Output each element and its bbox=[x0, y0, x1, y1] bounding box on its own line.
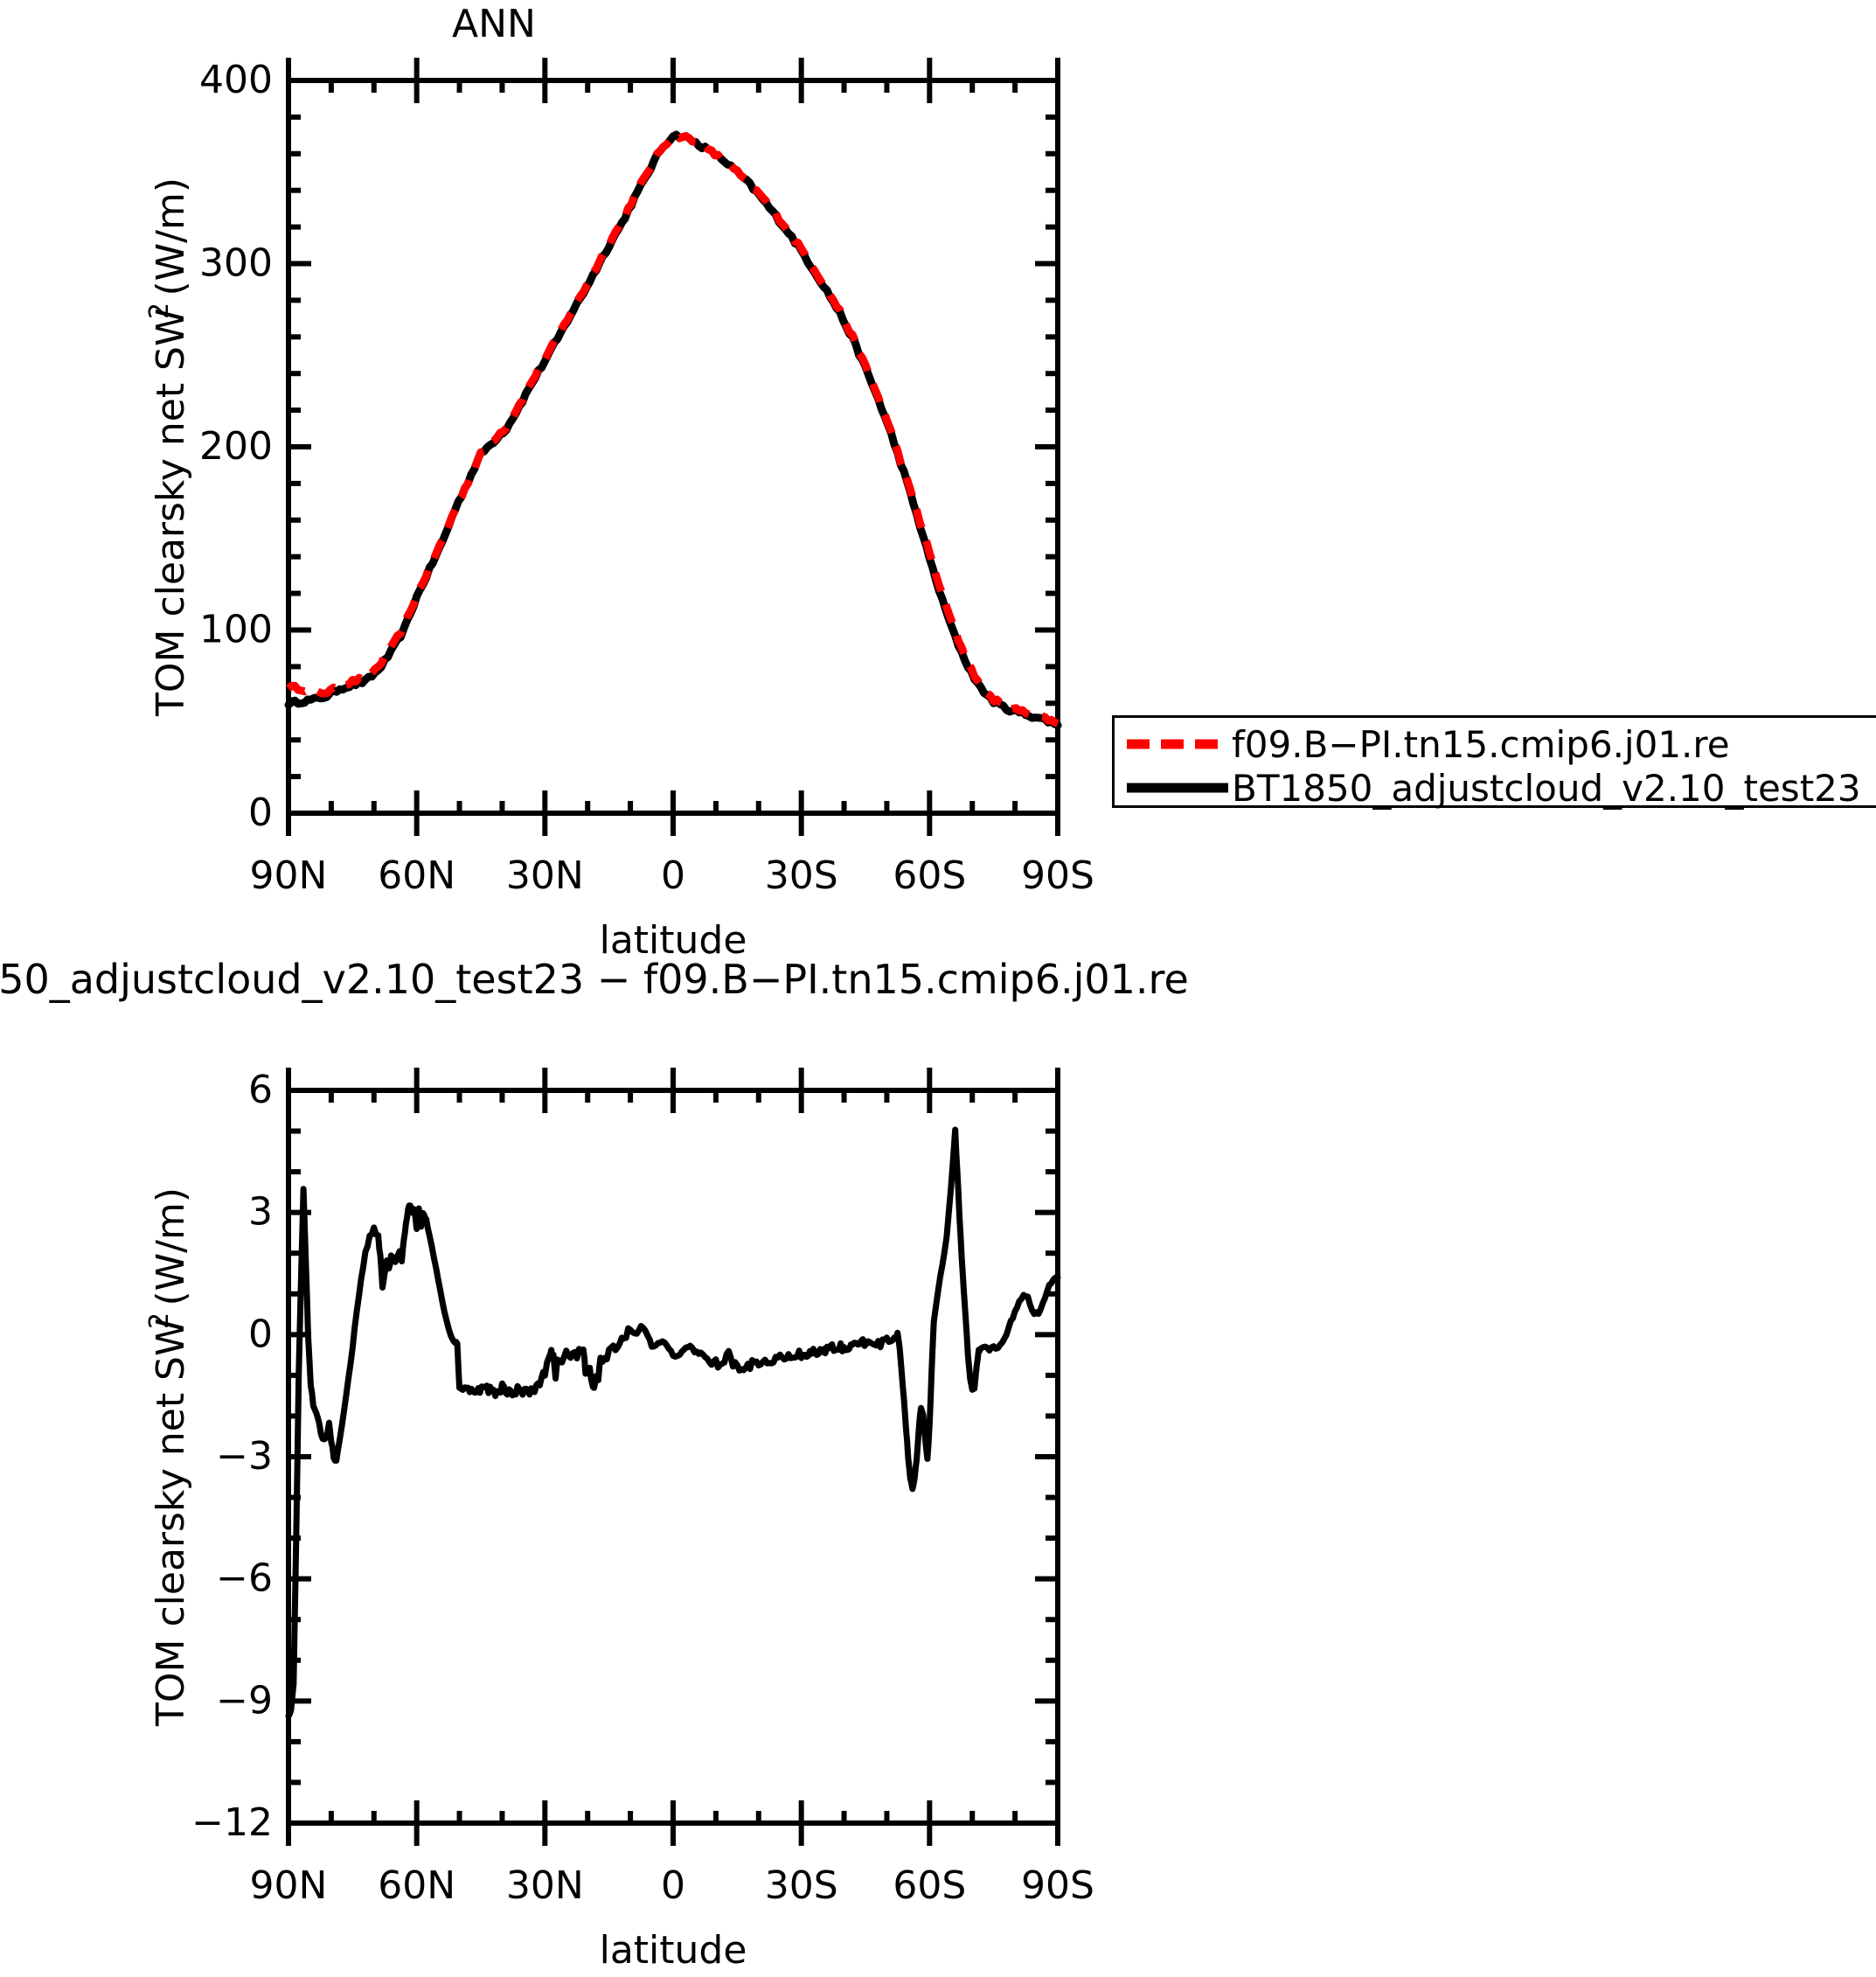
top-chart-title-wrap: ANN bbox=[0, 2, 988, 46]
series-line-difference bbox=[285, 1126, 1061, 1720]
x-tick-label: 90N bbox=[250, 1863, 328, 1908]
legend-swatch-solid-black bbox=[1127, 783, 1228, 793]
bottom-chart-title-clip: BT1850_adjustcloud_v2.10_test23 − f09.B−… bbox=[0, 956, 1504, 1010]
x-tick-label: 30N bbox=[506, 853, 584, 898]
legend-item-test[interactable]: BT1850_adjustcloud_v2.10_test23 bbox=[1125, 766, 1861, 810]
y-tick-label: −9 bbox=[216, 1678, 273, 1723]
y-axis-label: TOM clearsky net SW (W/m) bbox=[149, 178, 193, 717]
legend-label-test: BT1850_adjustcloud_v2.10_test23 bbox=[1232, 766, 1861, 810]
x-tick-label: 0 bbox=[661, 1863, 685, 1908]
x-tick-label: 60S bbox=[893, 1863, 966, 1908]
x-tick-label: 90N bbox=[250, 853, 328, 898]
x-tick-label: 90S bbox=[1021, 853, 1094, 898]
y-axis-label-superscript: 2 bbox=[144, 1312, 175, 1329]
x-tick-label: 60N bbox=[378, 1863, 455, 1908]
x-tick-label: 90S bbox=[1021, 1863, 1094, 1908]
y-tick-label: 100 bbox=[199, 608, 273, 652]
x-tick-label: 60N bbox=[378, 853, 455, 898]
series-line-reference bbox=[286, 130, 1060, 727]
x-tick-label: 30S bbox=[765, 1863, 838, 1908]
y-tick-label: 0 bbox=[248, 790, 273, 835]
y-tick-label: 6 bbox=[248, 1068, 273, 1112]
x-tick-label: 60S bbox=[893, 853, 966, 898]
y-axis-label-superscript: 2 bbox=[144, 303, 175, 319]
top-chart-svg: 0 100 200 300 400 90N 60N 30N 0 30S 60S 90S latitude… bbox=[144, 58, 1094, 963]
y-tick-label: 300 bbox=[199, 241, 273, 286]
legend-box: f09.B−PI.tn15.cmip6.j01.re BT1850_adjust… bbox=[1112, 715, 1876, 810]
y-tick-label: 0 bbox=[248, 1312, 273, 1356]
top-chart-title: ANN bbox=[452, 2, 536, 46]
bottom-chart-svg: −12 −9 −6 −3 0 3 6 90N 60N 30N 0 30S 60S 90S latitude T… bbox=[144, 1068, 1094, 1973]
legend-swatch-dashed-red bbox=[1127, 739, 1228, 749]
legend-item-reference[interactable]: f09.B−PI.tn15.cmip6.j01.re bbox=[1125, 722, 1730, 766]
series-line-test bbox=[284, 130, 1062, 729]
x-tick-label: 30N bbox=[506, 1863, 584, 1908]
y-tick-label: 3 bbox=[248, 1190, 273, 1235]
y-axis-label: TOM clearsky net SW (W/m) bbox=[149, 1187, 193, 1727]
y-tick-label: −12 bbox=[191, 1800, 273, 1845]
x-tick-label: 0 bbox=[661, 853, 685, 898]
x-axis-label: latitude bbox=[600, 918, 747, 963]
x-tick-label: 30S bbox=[765, 853, 838, 898]
top-chart-panel: 0 100 200 300 400 90N 60N 30N 0 30S 60S 90S latitude… bbox=[0, 0, 1189, 963]
legend-label-reference: f09.B−PI.tn15.cmip6.j01.re bbox=[1232, 722, 1730, 766]
x-axis-label: latitude bbox=[600, 1928, 747, 1973]
y-tick-label: −6 bbox=[216, 1556, 273, 1601]
y-tick-label: 200 bbox=[199, 424, 273, 469]
bottom-chart-title: BT1850_adjustcloud_v2.10_test23 − f09.B−… bbox=[0, 956, 1189, 1003]
bottom-chart-panel: −12 −9 −6 −3 0 3 6 90N 60N 30N 0 30S 60S 90S latitude T… bbox=[0, 1010, 1189, 1977]
y-tick-label: −3 bbox=[216, 1434, 273, 1479]
y-tick-label: 400 bbox=[199, 58, 273, 102]
